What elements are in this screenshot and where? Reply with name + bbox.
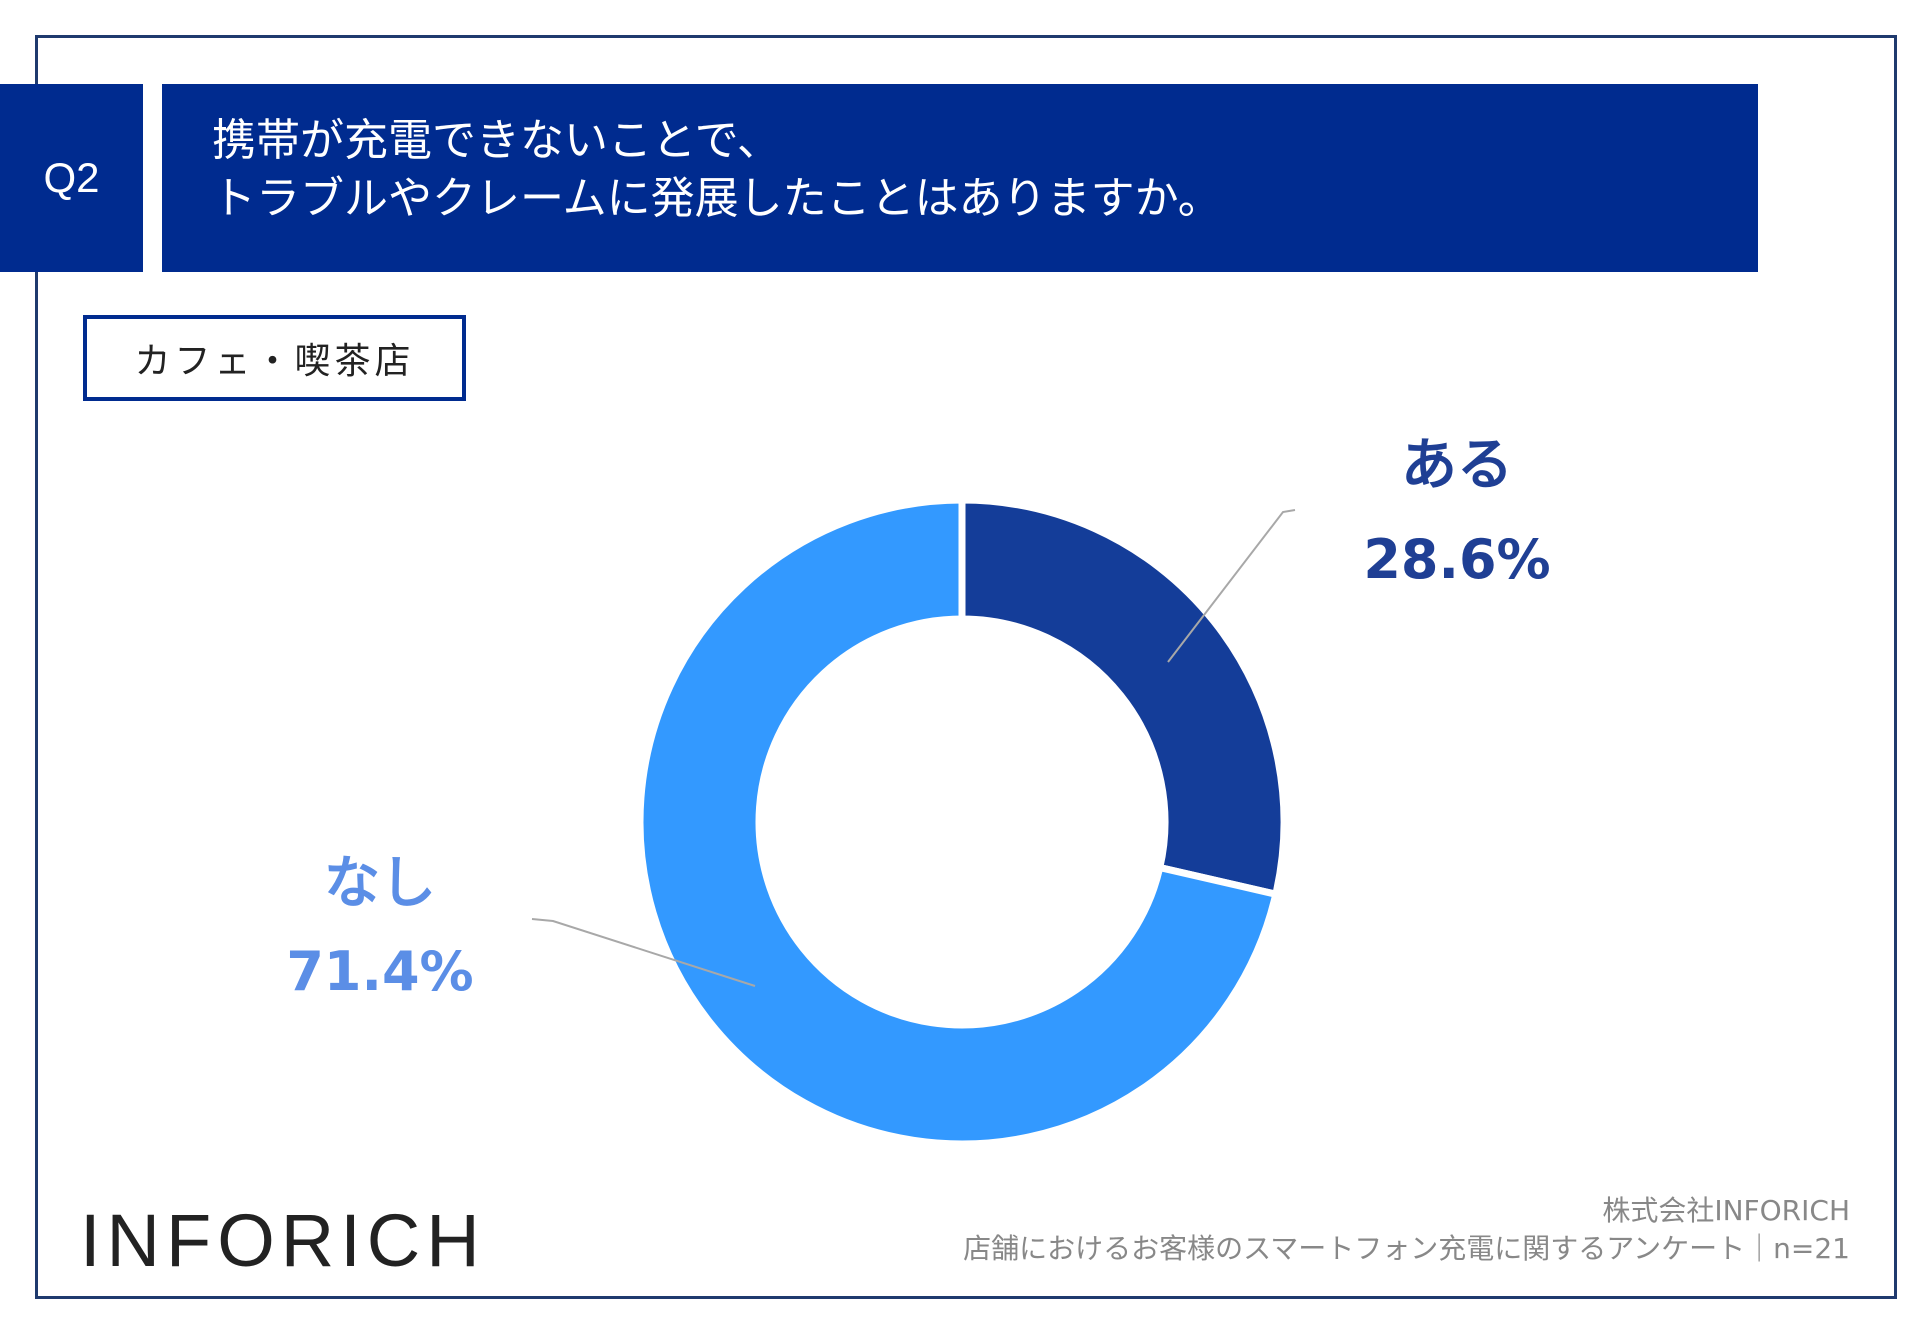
question-line-1: 携帯が充電できないことで、 <box>212 115 781 166</box>
question-line-2: トラブルやクレームに発展したことはありますか。 <box>212 173 1222 224</box>
leader-line-nashi <box>531 918 756 987</box>
source-note: 株式会社INFORICH 店舗におけるお客様のスマートフォン充電に関するアンケー… <box>963 1192 1850 1268</box>
question-title: 携帯が充電できないことで、 トラブルやクレームに発展したことはありますか。 <box>162 84 1758 272</box>
category-label: カフェ・喫茶店 <box>83 315 466 401</box>
slice-label-aru: ある <box>1401 433 1513 498</box>
source-survey: 店舗におけるお客様のスマートフォン充電に関するアンケート｜n=21 <box>963 1232 1850 1265</box>
leader-line-aru <box>1167 509 1296 663</box>
slice-value-aru: 28.6% <box>1363 528 1551 591</box>
slice-nashi <box>636 496 1281 1148</box>
slide-frame <box>35 35 1897 1299</box>
slice-label-nashi: なし <box>324 851 436 916</box>
slice-aru <box>958 496 1288 899</box>
source-company: 株式会社INFORICH <box>1602 1194 1850 1227</box>
question-number: Q2 <box>0 84 143 272</box>
brand-logo: INFORICH <box>80 1199 486 1282</box>
slice-value-nashi: 71.4% <box>286 940 474 1003</box>
